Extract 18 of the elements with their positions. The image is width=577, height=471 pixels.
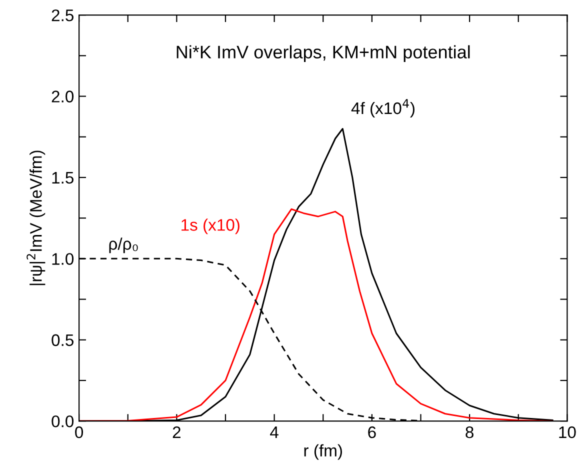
series-label: 4f (x10$^{4}$) bbox=[351, 99, 414, 118]
y-tick-label: 1.5 bbox=[52, 172, 74, 184]
x-axis-title: r (fm) bbox=[304, 444, 342, 460]
y-tick-label: 0.5 bbox=[52, 334, 74, 346]
x-tick-label: 4 bbox=[270, 426, 278, 438]
text: 1s (x10) bbox=[182, 218, 240, 234]
y-tick-label: 1.0 bbox=[52, 253, 74, 265]
x-tick-label: 10 bbox=[559, 426, 576, 438]
y-tick-label: 0.0 bbox=[52, 415, 74, 428]
x-tick-label: 6 bbox=[368, 426, 376, 438]
y-tick-label: 2.0 bbox=[52, 90, 74, 102]
y-axis-title: |rψ|$^{2}$ImV (MeV/fm) bbox=[26, 150, 46, 286]
text: Ni*K ImV overlaps, KM+mN potential bbox=[176, 45, 470, 62]
x-tick-label: 8 bbox=[466, 426, 474, 438]
y-tick-label: 2.5 bbox=[52, 9, 74, 22]
x-tick-label: 2 bbox=[172, 426, 180, 438]
series-label: ρ/ρ₀ bbox=[109, 238, 138, 254]
x-tick-label: 0 bbox=[75, 426, 84, 438]
